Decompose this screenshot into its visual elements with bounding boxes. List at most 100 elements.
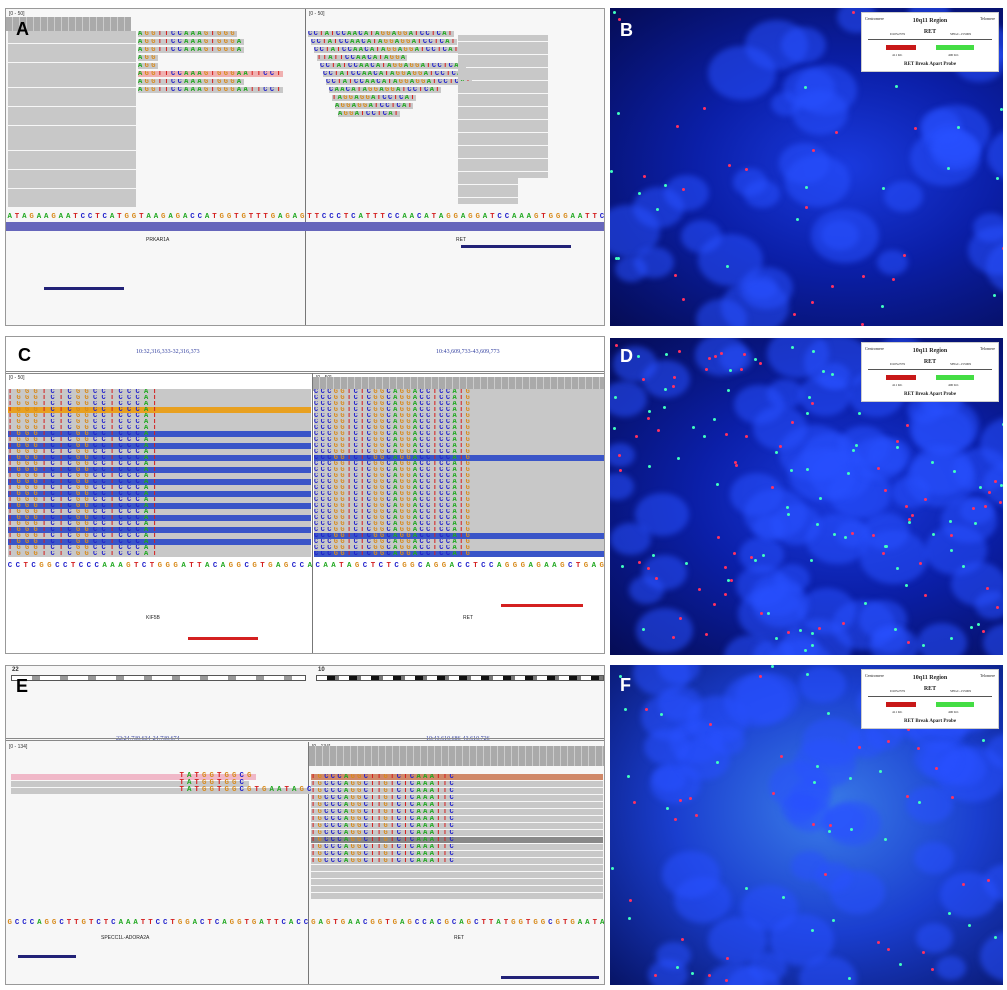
fish-signal xyxy=(740,368,744,372)
soft-clipped-read xyxy=(311,865,603,871)
cell-nucleus xyxy=(975,591,1003,619)
aligned-read xyxy=(458,158,548,165)
cell-nucleus xyxy=(610,443,635,468)
fish-signal xyxy=(714,354,718,358)
aligned-read xyxy=(8,31,136,37)
red-probe-bar xyxy=(886,375,916,380)
red-probe-bar xyxy=(886,45,916,50)
coverage-track xyxy=(309,746,604,766)
aligned-read xyxy=(11,774,256,780)
fish-signal xyxy=(974,521,978,525)
cell-nucleus xyxy=(915,922,954,953)
fish-signal xyxy=(725,433,729,437)
fish-signal xyxy=(819,496,823,500)
aligned-read xyxy=(8,87,136,94)
fish-signal xyxy=(651,554,655,558)
fish-signal xyxy=(906,641,910,645)
fish-signal xyxy=(886,948,890,952)
fish-signal xyxy=(728,164,732,168)
aligned-read xyxy=(8,150,136,157)
aligned-read xyxy=(8,182,136,189)
aligned-read xyxy=(8,157,136,163)
fish-signal xyxy=(644,707,648,711)
fish-signal xyxy=(913,126,917,130)
marker-right: SHGC-155009 xyxy=(950,689,972,693)
fish-signal xyxy=(841,621,845,625)
aligned-read xyxy=(8,201,136,208)
cell-nucleus xyxy=(612,346,658,382)
panel-label: A xyxy=(16,19,29,39)
soft-clipped-read: CAACATAGGAGGATCCTCAT xyxy=(329,87,441,93)
cell-nucleus xyxy=(987,128,1003,182)
fish-signal xyxy=(614,395,618,399)
legend-title: RET Break Apart Probe xyxy=(903,392,957,397)
feature-bar xyxy=(501,604,583,607)
cell-nucleus xyxy=(871,624,908,654)
fish-signal xyxy=(812,350,816,354)
fish-signal xyxy=(905,795,909,799)
fish-signal xyxy=(659,713,663,717)
coverage-track xyxy=(313,377,604,391)
fish-signal xyxy=(881,186,885,190)
aligned-read xyxy=(8,43,136,50)
gene-label: RET xyxy=(463,615,473,621)
cell-nucleus xyxy=(983,461,1003,508)
fish-signal xyxy=(664,387,668,391)
fish-signal xyxy=(745,435,749,439)
probe-legend: Centromere Telomere 10q11 Region RET D10… xyxy=(861,12,999,72)
fish-signal xyxy=(884,838,888,842)
fish-signal xyxy=(780,755,784,759)
fish-signal xyxy=(725,979,729,983)
gene-track xyxy=(6,222,604,231)
fish-signal xyxy=(712,603,716,607)
gene-label: RET xyxy=(454,935,464,941)
aligned-read xyxy=(8,100,136,107)
soft-clipped-read: CCTATCCAACATAGGAGGATCCTCAT xyxy=(320,63,466,69)
fish-signal xyxy=(648,465,652,469)
feature-bar xyxy=(44,287,124,290)
aligned-read xyxy=(458,145,548,152)
aligned-read xyxy=(8,75,136,82)
cell-nucleus xyxy=(883,181,923,213)
fish-signal xyxy=(827,711,831,715)
cell-nucleus xyxy=(726,966,782,985)
fish-signal xyxy=(679,798,683,802)
soft-clipped-read: CCTATCCAACATAGGAGGATCCTCAT xyxy=(311,39,457,45)
cell-nucleus xyxy=(985,734,1003,769)
right-locus-view: [0 - 50] RET xyxy=(313,373,604,653)
fish-signal xyxy=(715,482,719,486)
coverage-range: [0 - 134] xyxy=(9,744,28,750)
fish-signal xyxy=(774,637,778,641)
chromosome-line xyxy=(868,369,992,370)
fish-signal xyxy=(884,488,888,492)
cell-nucleus xyxy=(985,239,1003,295)
cell-nucleus xyxy=(876,249,908,275)
fish-signal xyxy=(1000,107,1003,111)
fish-signal xyxy=(830,285,834,289)
cell-nucleus xyxy=(917,623,968,655)
fish-signal xyxy=(886,740,890,744)
panel-b-fish-image: B Centromere Telomere 10q11 Region RET D… xyxy=(610,8,1003,326)
fish-signal xyxy=(848,976,852,980)
chromosome-line xyxy=(868,39,992,40)
fish-signal xyxy=(876,941,880,945)
fish-signal xyxy=(729,369,733,373)
size-left: 411 Kb xyxy=(892,53,903,57)
cell-nucleus xyxy=(935,956,966,981)
feature-bar xyxy=(501,976,599,979)
